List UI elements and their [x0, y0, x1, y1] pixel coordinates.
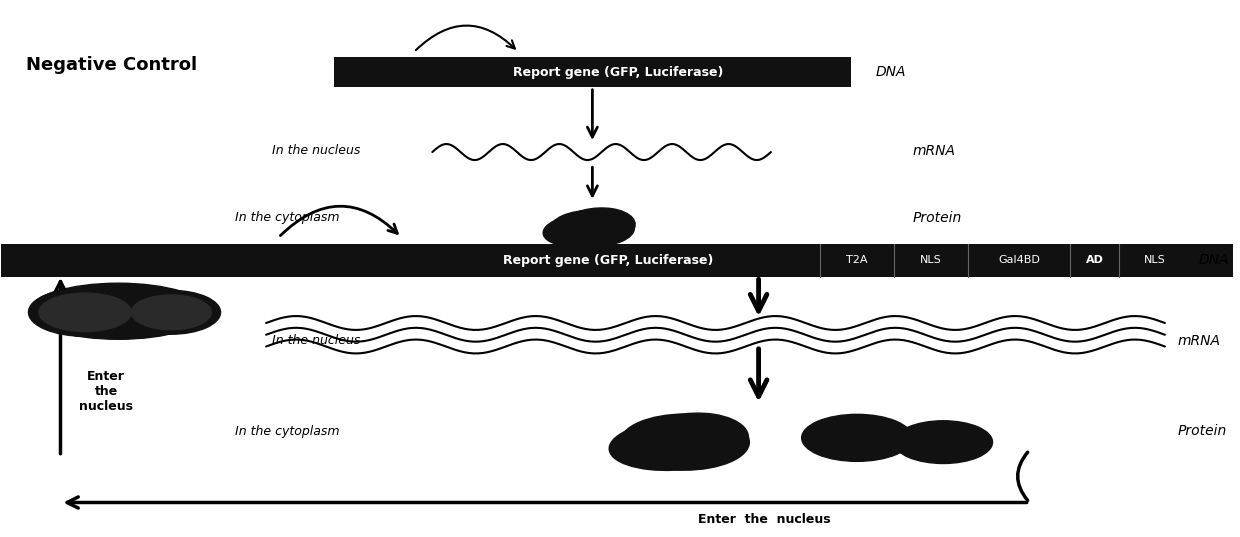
Ellipse shape [29, 283, 207, 339]
Text: In the nucleus: In the nucleus [273, 334, 361, 347]
FancyBboxPatch shape [334, 57, 851, 87]
Text: T2A: T2A [847, 256, 868, 265]
Text: Protein: Protein [913, 211, 962, 225]
Text: Report gene (GFP, Luciferase): Report gene (GFP, Luciferase) [513, 66, 723, 79]
Text: NLS: NLS [920, 256, 942, 265]
Text: Enter
the
nucleus: Enter the nucleus [79, 370, 133, 413]
Ellipse shape [543, 213, 631, 248]
Text: Negative Control: Negative Control [26, 56, 197, 75]
Text: mRNA: mRNA [1177, 333, 1220, 347]
Text: Gal4BD: Gal4BD [998, 256, 1040, 265]
Text: mRNA: mRNA [913, 144, 956, 158]
Text: In the cytoplasm: In the cytoplasm [236, 425, 340, 438]
Text: Report gene (GFP, Luciferase): Report gene (GFP, Luciferase) [502, 254, 713, 267]
Ellipse shape [620, 414, 749, 470]
Text: Enter  the  nucleus: Enter the nucleus [698, 513, 831, 526]
Text: DNA: DNA [875, 65, 906, 79]
Ellipse shape [802, 415, 913, 461]
Text: AD: AD [1086, 256, 1104, 265]
Text: In the nucleus: In the nucleus [273, 144, 361, 157]
Ellipse shape [559, 208, 635, 246]
Ellipse shape [551, 211, 634, 246]
Ellipse shape [122, 291, 221, 334]
Ellipse shape [29, 288, 141, 336]
Text: In the cytoplasm: In the cytoplasm [236, 211, 340, 224]
Ellipse shape [894, 421, 992, 463]
Text: DNA: DNA [1198, 253, 1229, 267]
Ellipse shape [609, 419, 743, 470]
Text: NLS: NLS [1143, 256, 1166, 265]
Text: Protein: Protein [1177, 424, 1226, 438]
FancyBboxPatch shape [1, 244, 1233, 277]
Ellipse shape [38, 293, 131, 331]
Ellipse shape [131, 295, 211, 330]
Ellipse shape [639, 413, 749, 466]
